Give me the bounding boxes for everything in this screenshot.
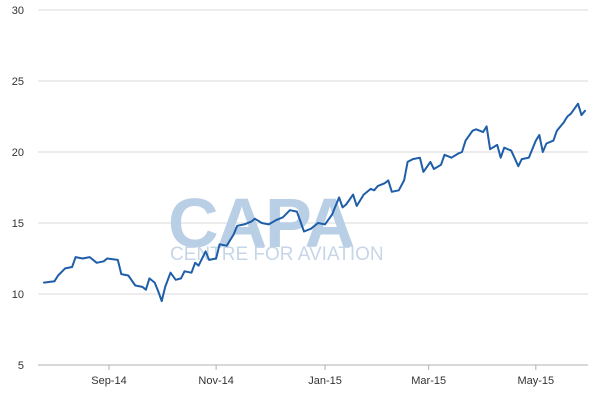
series-line-0 [43, 102, 586, 303]
x-tick-label-3: Mar-15 [411, 375, 446, 387]
series-lines [43, 102, 586, 303]
y-tick-label-15: 15 [12, 218, 24, 230]
watermark-tagline: CENTRE FOR AVIATION [170, 244, 384, 265]
y-tick-label-25: 25 [12, 76, 24, 88]
x-tick-label-4: May-15 [517, 375, 554, 387]
gridlines [38, 9, 588, 295]
y-tick-label-20: 20 [12, 147, 24, 159]
y-tick-label-30: 30 [12, 5, 24, 17]
x-tick-label-1: Nov-14 [198, 375, 233, 387]
y-tick-label-10: 10 [12, 289, 24, 301]
y-tick-label-5: 5 [18, 360, 24, 372]
x-tick-label-2: Jan-15 [308, 375, 342, 387]
axes: 5 10 15 20 25 30 Sep-14 Nov-14 Jan-15 Mar-15 May-1… [12, 5, 588, 387]
x-tick-label-0: Sep-14 [91, 375, 126, 387]
